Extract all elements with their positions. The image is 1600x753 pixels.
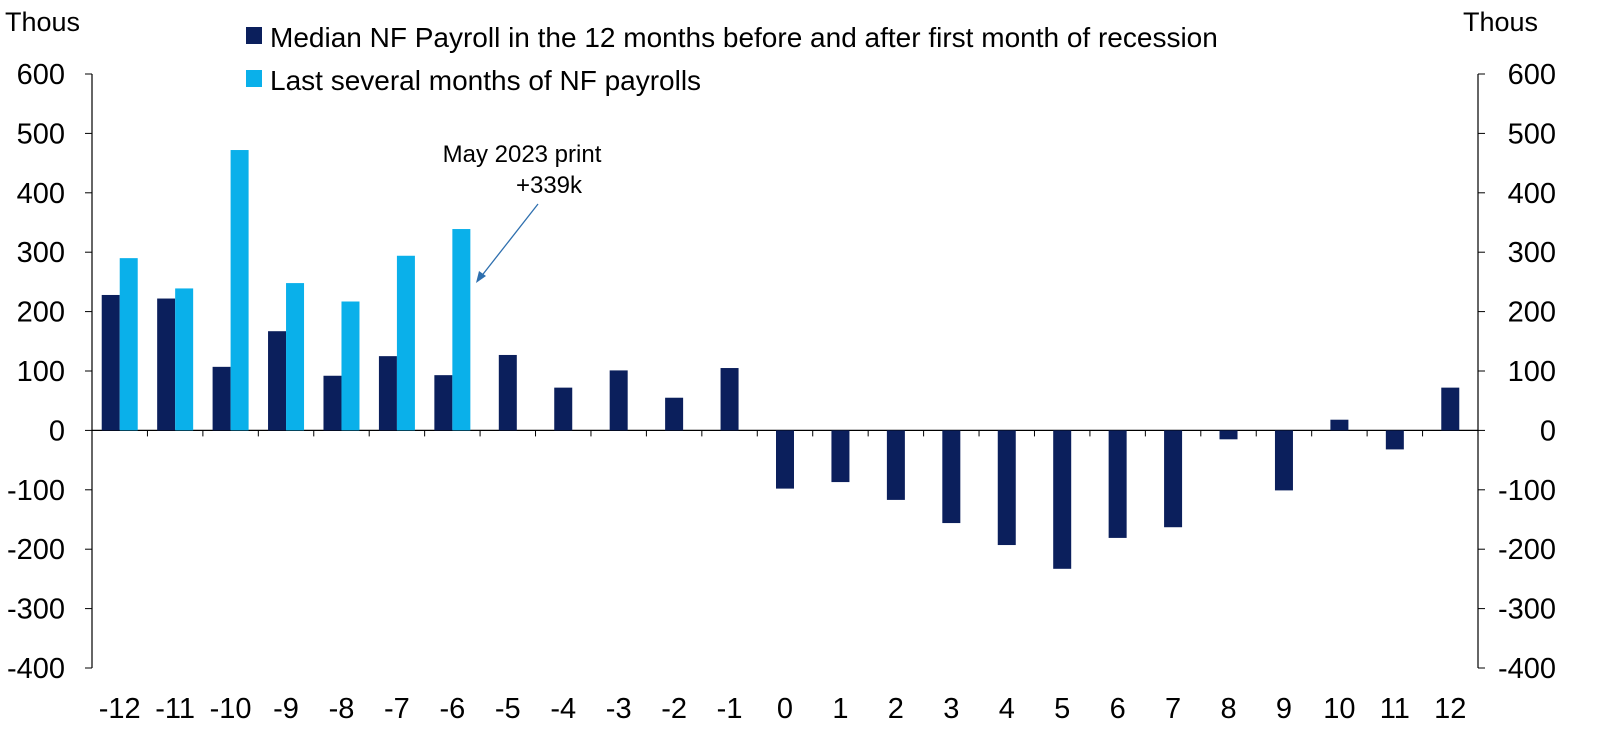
left-y-tick-labels: 600 500 400 300 200 100 0 -100 -200 -300 -400 — [7, 59, 65, 685]
x-tick-label: 6 — [1110, 693, 1126, 725]
x-tick-label: -1 — [717, 693, 743, 725]
bar-median-5 — [1053, 430, 1072, 569]
right-y-tick-label: -400 — [1498, 653, 1556, 685]
left-y-tick-label: 200 — [17, 297, 65, 329]
left-y-tick-label: 600 — [17, 59, 65, 91]
x-tick-label: 3 — [943, 693, 959, 725]
bar-median-6 — [1108, 430, 1127, 538]
left-y-tick-label: -400 — [7, 653, 65, 685]
bar-median-8 — [1219, 430, 1238, 440]
right-y-tick-label: 100 — [1508, 356, 1556, 388]
legend-label-median: Median NF Payroll in the 12 months befor… — [270, 22, 1218, 53]
bar-median--7 — [378, 356, 397, 431]
bar-median-1 — [831, 430, 850, 483]
legend-label-last-months: Last several months of NF payrolls — [270, 65, 701, 96]
bar-last-months--7 — [396, 255, 415, 431]
legend: Median NF Payroll in the 12 months befor… — [246, 22, 1218, 96]
right-y-tick-label: 600 — [1508, 59, 1556, 91]
bar-median-12 — [1441, 387, 1460, 431]
bar-median--11 — [157, 298, 176, 431]
right-y-tick-label: -300 — [1498, 594, 1556, 626]
bar-median--1 — [720, 368, 739, 431]
bar-last-months--12 — [119, 258, 138, 431]
left-y-tick-label: 500 — [17, 118, 65, 150]
x-tick-label: 0 — [777, 693, 793, 725]
bar-median-0 — [776, 430, 794, 489]
x-tick-label: 10 — [1323, 693, 1355, 725]
legend-swatch-median — [246, 27, 262, 44]
x-tick-label: 8 — [1220, 693, 1236, 725]
bar-median-2 — [886, 430, 905, 500]
x-tick-label: -6 — [439, 693, 465, 725]
x-tick-label: -2 — [661, 693, 687, 725]
left-y-tick-label: 300 — [17, 237, 65, 269]
annotation: May 2023 print +339k — [443, 141, 602, 283]
bar-last-months--8 — [341, 301, 360, 431]
bar-last-months--10 — [230, 150, 249, 431]
bar-last-months--9 — [286, 283, 305, 431]
annotation-arrowhead — [476, 271, 486, 283]
x-tick-label: 9 — [1276, 693, 1292, 725]
bar-median--10 — [212, 366, 231, 431]
right-y-tick-label: 200 — [1508, 297, 1556, 329]
x-tick-label: 2 — [888, 693, 904, 725]
bar-median--2 — [665, 397, 684, 431]
x-tick-label: -9 — [273, 693, 299, 725]
bar-median--5 — [498, 354, 517, 431]
x-tick-labels: -12 -11 -10 -9 -8 -7 -6 -5 -4 -3 -2 -1 0 1 2 3 4 5 6 7 8 9 10 1… — [99, 693, 1467, 725]
x-tick-label: 12 — [1434, 693, 1466, 725]
left-y-tick-label: 400 — [17, 178, 65, 210]
x-tick-label: 7 — [1165, 693, 1181, 725]
x-tick-label: -11 — [155, 693, 195, 725]
x-tick-label: -10 — [210, 693, 252, 725]
bar-median--6 — [434, 375, 453, 431]
right-y-tick-labels: 600 500 400 300 200 100 0 -100 -200 -300 -400 — [1498, 59, 1556, 685]
bar-last-months--6 — [452, 229, 471, 431]
bars — [101, 150, 1460, 569]
x-tick-label: -3 — [606, 693, 632, 725]
x-tick-label: 5 — [1054, 693, 1070, 725]
right-y-tick-label: 400 — [1508, 178, 1556, 210]
x-tick-label: -4 — [550, 693, 576, 725]
bar-median--12 — [101, 294, 120, 431]
bar-median--3 — [609, 370, 628, 431]
right-unit-label: Thous — [1463, 7, 1538, 37]
right-y-tick-label: -200 — [1498, 534, 1556, 566]
left-unit-label: Thous — [5, 7, 80, 37]
x-tick-label: -7 — [384, 693, 410, 725]
bar-median--4 — [554, 387, 573, 431]
right-y-tick-label: 0 — [1540, 415, 1556, 447]
x-tick-label: -12 — [99, 693, 141, 725]
bar-median-11 — [1385, 430, 1404, 450]
legend-swatch-last-months — [246, 70, 262, 87]
bar-median-10 — [1330, 419, 1349, 431]
x-tick-label: 11 — [1380, 693, 1410, 725]
annotation-line-2: +339k — [516, 172, 583, 199]
right-y-tick-label: -100 — [1498, 475, 1556, 507]
right-y-tick-label: 500 — [1508, 118, 1556, 150]
bar-median-7 — [1164, 430, 1183, 528]
left-y-tick-label: 100 — [17, 356, 65, 388]
bar-median-3 — [942, 430, 961, 524]
left-y-tick-label: 0 — [49, 415, 65, 447]
x-tick-label: -5 — [495, 693, 521, 725]
x-tick-label: -8 — [329, 693, 355, 725]
left-y-tick-label: -200 — [7, 534, 65, 566]
left-y-tick-label: -300 — [7, 594, 65, 626]
left-y-tick-label: -100 — [7, 475, 65, 507]
bar-median-9 — [1274, 430, 1293, 491]
right-y-tick-label: 300 — [1508, 237, 1556, 269]
bar-median--8 — [323, 375, 342, 431]
x-tick-label: 1 — [832, 693, 848, 725]
bar-median-4 — [997, 430, 1016, 546]
bar-median--9 — [268, 331, 287, 431]
annotation-arrow-line — [479, 203, 539, 279]
x-tick-label: 4 — [999, 693, 1015, 725]
annotation-line-1: May 2023 print — [443, 141, 602, 168]
bar-last-months--11 — [175, 288, 194, 431]
